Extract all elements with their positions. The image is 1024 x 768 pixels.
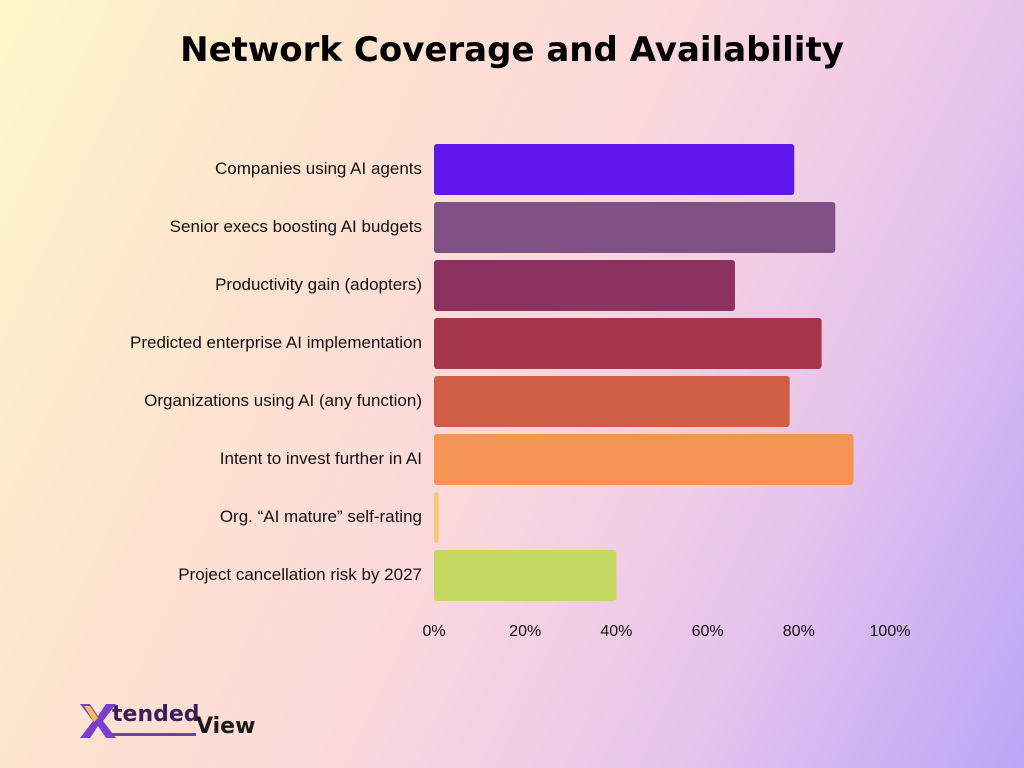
xtendedview-logo: tended View [78,700,278,744]
x-tick-label-4: 80% [783,623,815,640]
category-label-1: Senior execs boosting AI budgets [170,217,422,236]
bar-3 [434,318,822,369]
chart-title: Network Coverage and Availability [180,30,844,70]
bar-6 [434,492,439,543]
category-labels: Companies using AI agents Senior execs bo… [130,159,422,584]
category-label-3: Predicted enterprise AI implementation [130,333,422,352]
category-label-5: Intent to invest further in AI [220,449,422,468]
bar-5 [434,434,854,485]
logo-text-tended: tended [112,702,200,727]
logo-underline [112,733,196,736]
x-tick-label-3: 60% [692,623,724,640]
category-label-2: Productivity gain (adopters) [215,275,422,294]
bar-2 [434,260,735,311]
bar-7 [434,550,617,601]
bar-4 [434,376,790,427]
category-label-4: Organizations using AI (any function) [144,391,422,410]
x-axis-ticks: 0% 20% 40% 60% 80% 100% [422,623,910,640]
category-label-6: Org. “AI mature” self-rating [220,507,422,526]
x-tick-label-5: 100% [870,623,911,640]
x-tick-label-0: 0% [422,623,445,640]
bars-group [434,144,854,601]
category-label-7: Project cancellation risk by 2027 [178,565,422,584]
x-tick-label-2: 40% [600,623,632,640]
bar-0 [434,144,795,195]
category-label-0: Companies using AI agents [215,159,422,178]
bar-1 [434,202,836,253]
logo-text-view: View [196,714,256,739]
x-tick-label-1: 20% [509,623,541,640]
logo-x-mark [80,704,116,738]
